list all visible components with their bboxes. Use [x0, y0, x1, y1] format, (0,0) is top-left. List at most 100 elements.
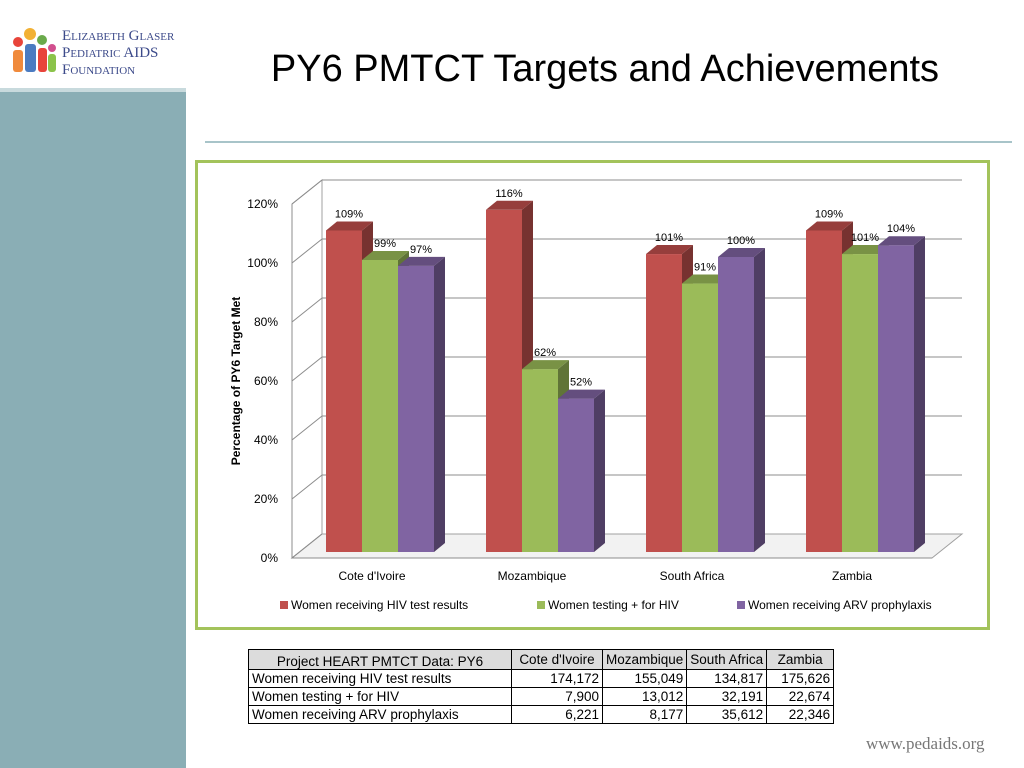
bar: [522, 369, 558, 552]
legend-swatch: [280, 601, 288, 609]
bar: [558, 398, 594, 552]
sidebar-top-band: [0, 88, 186, 92]
table-cell: 6,221: [511, 705, 603, 724]
gridline-depth: [291, 238, 323, 264]
y-tick-label: 100%: [247, 256, 278, 270]
bar: [646, 254, 682, 553]
bar-top: [682, 274, 729, 284]
table-row: Women receiving HIV test results 174,172…: [248, 669, 835, 688]
table-cell: 174,172: [511, 669, 603, 688]
data-label: 99%: [374, 238, 396, 250]
y-tick-label: 120%: [247, 197, 278, 211]
data-label: 97%: [410, 244, 432, 256]
table-row: Women testing + for HIV 7,900 13,012 32,…: [248, 687, 835, 706]
bar: [682, 283, 718, 552]
table-cell: 8,177: [601, 705, 688, 724]
bar-top: [558, 389, 605, 399]
bar-top: [878, 236, 925, 246]
y-tick-label: 20%: [254, 492, 278, 506]
bar: [326, 230, 362, 552]
gridline-depth: [291, 415, 323, 441]
bar-top: [646, 245, 693, 255]
table-header-row: Project HEART PMTCT Data: PY6 Cote d'Ivo…: [248, 649, 835, 670]
table-col-header: Cote d'Ivoire: [511, 649, 603, 670]
bar-side: [434, 256, 445, 552]
bar: [398, 265, 434, 552]
table-cell: 134,817: [686, 669, 768, 688]
bar: [486, 209, 522, 553]
data-label: 101%: [655, 232, 683, 244]
bar-top: [718, 248, 765, 257]
bar-top: [842, 245, 889, 255]
bar: [806, 230, 842, 552]
bar-top: [522, 360, 569, 370]
table-title-cell: Project HEART PMTCT Data: PY6: [248, 649, 512, 670]
data-label: 109%: [815, 208, 843, 220]
gridline-depth: [291, 356, 323, 382]
table-cell: 22,674: [766, 687, 835, 706]
table-cell: 35,612: [686, 705, 768, 724]
data-label: 52%: [570, 377, 592, 389]
slide-title: PY6 PMTCT Targets and Achievements: [270, 48, 940, 90]
bar-top: [326, 221, 373, 231]
legend-swatch: [737, 601, 745, 609]
table-col-header: Zambia: [766, 649, 835, 670]
table-cell: 175,626: [766, 669, 835, 688]
legend-entry: Women testing + for HIV: [548, 598, 679, 612]
gridline-depth: [291, 297, 323, 323]
table-col-header: Mozambique: [601, 649, 688, 670]
bar-chart: 0% 20% 40% 60% 80% 100% 120% Percentage of PY6 …: [229, 178, 964, 612]
bar-side: [754, 248, 765, 552]
bar: [842, 254, 878, 553]
child-figures-logo-icon: [13, 28, 56, 72]
bar-side: [594, 389, 605, 552]
bar: [362, 259, 398, 552]
legend-entry: Women receiving HIV test results: [291, 598, 468, 612]
logo-line-2: Pediatric AIDS: [62, 45, 159, 61]
data-table: Project HEART PMTCT Data: PY6 Cote d'Ivo…: [248, 649, 835, 724]
legend-entry: Women receiving ARV prophylaxis: [748, 598, 932, 612]
table-cell: 13,012: [601, 687, 688, 706]
bar: [878, 245, 914, 552]
x-tick-label: Zambia: [832, 569, 872, 583]
gridline-depth: [291, 533, 323, 559]
table-row-label: Women receiving ARV prophylaxis: [248, 705, 512, 724]
title-divider: [205, 141, 1012, 143]
data-label: 91%: [694, 262, 716, 274]
bar-top: [806, 221, 853, 231]
legend-swatch: [537, 601, 545, 609]
logo-line-3: Foundation: [62, 62, 136, 78]
gridline-depth: [291, 179, 323, 205]
x-tick-label: South Africa: [660, 569, 725, 583]
table-cell: 155,049: [601, 669, 688, 688]
y-tick-label: 0%: [261, 551, 279, 565]
bar-top: [362, 250, 409, 260]
data-label: 116%: [495, 188, 523, 200]
data-label: 62%: [534, 347, 556, 359]
logo-line-1: Elizabeth Glaser: [62, 28, 175, 44]
logo-wordmark: Elizabeth Glaser Pediatric AIDS Foundati…: [62, 28, 174, 79]
bar-top: [398, 256, 445, 266]
y-tick-label: 40%: [254, 433, 278, 447]
y-axis-title: Percentage of PY6 Target Met: [229, 297, 243, 466]
data-label: 101%: [851, 232, 879, 244]
footer-url: www.pedaids.org: [866, 734, 985, 753]
data-label: 104%: [887, 223, 915, 235]
table-cell: 7,900: [511, 687, 603, 706]
sidebar-panel: [0, 92, 186, 768]
y-tick-label: 60%: [254, 374, 278, 388]
table-cell: 32,191: [686, 687, 768, 706]
x-tick-label: Mozambique: [498, 569, 567, 583]
bar: [718, 257, 754, 552]
table-row: Women receiving ARV prophylaxis 6,221 8,…: [248, 705, 835, 724]
table-row-label: Women testing + for HIV: [248, 687, 512, 706]
foundation-logo: [8, 20, 186, 80]
table-row-label: Women receiving HIV test results: [248, 669, 512, 688]
table-cell: 22,346: [766, 705, 835, 724]
x-tick-label: Cote d'Ivoire: [339, 569, 406, 583]
gridline-depth: [291, 474, 323, 500]
bar-side: [914, 236, 925, 552]
y-tick-label: 80%: [254, 315, 278, 329]
table-col-header: South Africa: [686, 649, 768, 670]
data-label: 109%: [335, 208, 363, 220]
